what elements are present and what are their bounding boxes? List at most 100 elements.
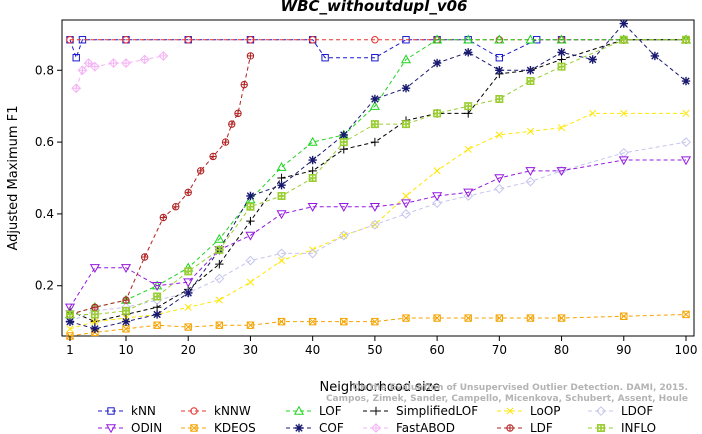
data-point-kdeos [557,314,566,322]
series-line-odin [69,159,686,308]
legend-label: LoOP [530,404,561,418]
legend-marker-fastabod [371,423,381,433]
legend-item-ldf: LDF [497,421,553,434]
series-line-fastabod [75,55,164,89]
data-point-knnw [184,36,192,44]
series-ldf [66,52,255,319]
data-point-fastabod [121,58,131,68]
data-point-knn [495,54,504,62]
data-point-kdeos [215,321,224,329]
data-point-ldf [91,303,99,311]
series-kdeos [66,310,690,340]
x-tick-label: 10 [118,343,133,357]
data-point-loop [91,318,99,326]
legend-label: KDEOS [214,421,256,434]
data-point-ldof [681,137,691,147]
data-point-ldof [338,230,349,241]
data-point-inflo [308,174,317,182]
x-tick-label: 50 [367,343,382,357]
data-point-cof [246,191,255,201]
data-point-odin [276,210,287,220]
data-point-odin [556,167,567,177]
x-tick-label: 70 [492,343,507,357]
data-point-knnw [371,36,379,44]
x-tick-label: 100 [675,343,698,357]
data-point-odin [525,167,536,177]
data-point-kdeos [340,317,348,326]
data-point-inflo [90,310,99,319]
data-point-ldf [140,253,149,261]
data-point-kdeos [464,314,472,322]
data-point-cof [121,317,131,326]
data-point-kdeos [433,314,441,322]
data-point-simplifiedlof [277,173,286,183]
legend-marker-knnw [190,407,198,415]
series-line-knn [69,39,686,60]
data-point-ldof [494,183,505,194]
data-point-odin [307,203,318,212]
data-point-kdeos [371,317,379,326]
data-point-inflo [215,245,224,254]
legend-marker-loop [506,407,514,415]
legend-label: FastABOD [396,421,455,434]
data-point-loop [278,257,286,265]
data-point-odin [618,156,629,166]
data-point-inflo [184,267,193,276]
data-point-fastabod [108,58,119,68]
legend-label: kNNW [214,404,251,418]
data-point-kdeos [682,310,690,319]
data-point-odin [369,203,380,212]
legend-label: kNN [131,404,156,418]
data-point-loop [558,124,566,132]
data-point-lof [276,162,287,171]
data-point-cof [557,48,566,57]
data-point-ldf [246,52,255,60]
legend-marker-simplifiedlof [371,406,381,416]
data-point-lof [432,34,443,44]
data-point-lof [494,34,505,44]
data-point-ldf [196,167,205,175]
series-inflo [66,35,690,319]
legend-label: COF [319,421,344,434]
data-point-odin [680,156,692,166]
data-point-lof [463,34,474,44]
legend-marker-knn [107,407,115,415]
data-point-odin [64,303,76,313]
data-point-simplifiedlof [464,109,473,118]
data-point-ldof [432,198,443,209]
data-point-ldof [214,273,225,284]
legend-item-simplifiedlof: SimplifiedLOF [363,404,478,418]
y-tick-label: 0.6 [35,135,54,149]
data-point-cof [464,48,473,57]
data-point-ldof [525,176,536,187]
data-point-lof [307,136,318,146]
data-point-ldf [209,152,217,161]
data-point-odin [245,231,256,241]
legend-marker-ldof [596,406,606,416]
data-point-knnw [66,36,74,44]
data-point-cof [339,130,348,140]
data-point-kdeos [277,317,286,326]
data-point-lof [556,34,567,44]
legend-item-inflo: INFLO [588,421,656,434]
data-point-loop [433,167,441,175]
data-point-knnw [246,36,255,44]
data-point-cof [65,317,75,326]
legend-marker-lof [293,405,305,415]
data-point-simplifiedlof [246,216,255,226]
data-point-inflo [433,109,442,118]
data-point-inflo [682,35,690,44]
data-point-ldf [221,138,230,146]
data-point-fastabod [83,58,94,68]
series-line-simplifiedlof [69,39,686,323]
data-point-loop [495,131,503,139]
data-point-loop [620,109,628,117]
data-point-fastabod [71,83,82,94]
data-point-loop [402,192,410,200]
legend-marker-odin [105,424,117,434]
data-point-inflo [66,310,74,319]
y-tick-label: 0.2 [35,279,54,293]
series-line-ldf [69,55,251,315]
legend-label: INFLO [621,421,656,434]
data-point-inflo [246,202,255,211]
